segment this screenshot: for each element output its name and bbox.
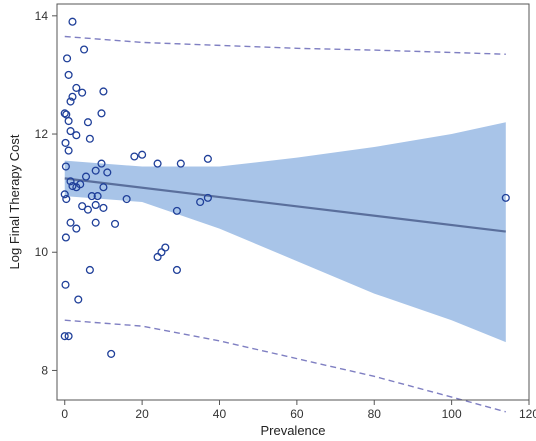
data-point bbox=[60, 190, 69, 199]
data-point bbox=[110, 219, 120, 228]
data-point bbox=[83, 205, 93, 214]
data-point bbox=[72, 83, 81, 92]
data-point bbox=[196, 197, 205, 207]
data-point bbox=[138, 150, 147, 159]
y-tick-label: 12 bbox=[35, 127, 49, 141]
data-point bbox=[74, 295, 83, 304]
data-point bbox=[64, 116, 73, 126]
y-tick-label: 14 bbox=[35, 9, 49, 23]
data-point bbox=[72, 131, 81, 140]
data-point bbox=[172, 206, 181, 215]
y-axis-ticks: 8 10 12 14 bbox=[35, 9, 57, 377]
x-tick-label: 80 bbox=[368, 407, 382, 421]
data-point bbox=[61, 233, 70, 242]
data-point bbox=[68, 17, 77, 26]
data-point bbox=[61, 138, 70, 147]
prediction-band-lower bbox=[64, 319, 506, 413]
data-point bbox=[103, 168, 112, 177]
data-point bbox=[63, 54, 72, 63]
data-point bbox=[83, 118, 93, 127]
confidence-band-layer bbox=[64, 122, 506, 343]
data-points-layer bbox=[60, 17, 510, 358]
data-point bbox=[97, 159, 106, 168]
data-point bbox=[99, 183, 108, 192]
y-axis-title: Log Final Therapy Cost bbox=[7, 134, 22, 269]
data-point bbox=[161, 243, 170, 252]
data-point bbox=[91, 200, 100, 210]
confidence-band bbox=[64, 122, 506, 343]
fit-line bbox=[64, 177, 506, 233]
data-point bbox=[66, 218, 75, 227]
data-point bbox=[64, 70, 73, 79]
data-point bbox=[76, 180, 85, 189]
y-tick-label: 10 bbox=[35, 245, 49, 259]
x-axis-title: Prevalence bbox=[260, 423, 325, 438]
x-tick-label: 40 bbox=[213, 407, 227, 421]
data-point bbox=[61, 280, 70, 289]
data-point bbox=[60, 109, 69, 118]
data-point bbox=[122, 194, 131, 204]
data-point bbox=[60, 332, 69, 341]
data-point bbox=[153, 159, 162, 168]
data-point bbox=[501, 193, 510, 202]
data-point bbox=[91, 166, 100, 175]
data-point bbox=[80, 45, 89, 54]
data-point bbox=[130, 152, 139, 161]
data-point bbox=[85, 265, 94, 275]
data-point bbox=[203, 154, 212, 163]
data-point bbox=[64, 146, 73, 155]
data-point bbox=[68, 181, 77, 191]
x-tick-label: 60 bbox=[290, 407, 304, 421]
x-tick-label: 20 bbox=[135, 407, 149, 421]
data-point bbox=[68, 92, 77, 101]
plot-frame bbox=[56, 3, 530, 401]
prediction-band-upper bbox=[64, 35, 506, 55]
data-point bbox=[93, 192, 102, 201]
data-point bbox=[107, 349, 116, 358]
y-tick-label: 8 bbox=[41, 363, 48, 377]
data-point bbox=[91, 218, 100, 227]
data-point bbox=[66, 127, 75, 136]
fit-line-layer bbox=[64, 177, 506, 233]
data-point bbox=[97, 109, 106, 118]
data-point bbox=[153, 252, 162, 262]
data-point bbox=[176, 159, 185, 168]
data-point bbox=[78, 88, 87, 97]
data-point bbox=[78, 202, 87, 211]
x-tick-label: 120 bbox=[519, 407, 536, 421]
x-axis-ticks: 0 20 40 60 80 100 120 bbox=[61, 400, 536, 421]
data-point bbox=[64, 332, 73, 341]
data-point bbox=[62, 194, 71, 204]
x-tick-label: 0 bbox=[61, 407, 68, 421]
data-point bbox=[99, 203, 108, 212]
data-point bbox=[203, 193, 212, 202]
data-point bbox=[61, 162, 70, 171]
data-point bbox=[66, 97, 75, 106]
data-point bbox=[99, 87, 108, 96]
data-point bbox=[85, 134, 94, 143]
x-tick-label: 100 bbox=[442, 407, 462, 421]
data-point bbox=[157, 248, 166, 257]
data-point bbox=[81, 172, 91, 181]
data-point bbox=[72, 224, 81, 233]
data-point bbox=[66, 177, 75, 186]
data-point bbox=[172, 265, 181, 275]
data-point bbox=[87, 192, 96, 201]
prediction-band-layer bbox=[64, 35, 506, 413]
